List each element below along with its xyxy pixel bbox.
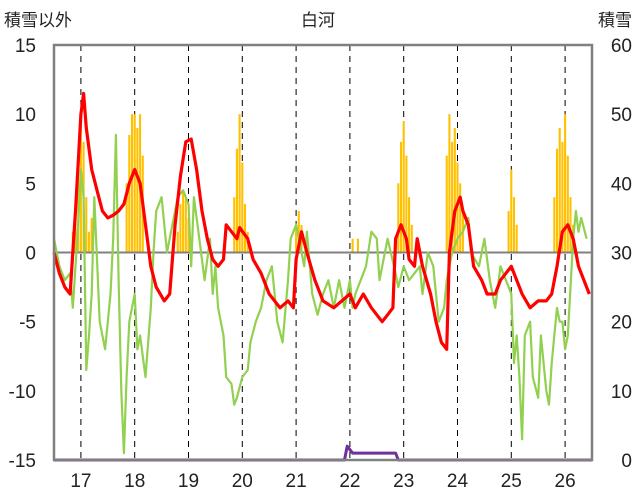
snow-bar — [87, 231, 91, 253]
snow-bar — [182, 190, 185, 253]
snow-bar — [507, 211, 510, 253]
snow-bar — [555, 148, 559, 253]
snow-bar — [85, 197, 88, 253]
snow-bar — [561, 141, 564, 253]
snow-bar — [566, 155, 569, 253]
x-tick-label: 19 — [178, 471, 199, 492]
snow-bar — [297, 211, 300, 253]
x-tick-label: 22 — [339, 471, 360, 492]
x-tick-label: 23 — [393, 471, 414, 492]
snow-bar — [351, 238, 354, 253]
x-tick-label: 20 — [232, 471, 253, 492]
chart-title: 白河 — [301, 11, 335, 31]
snow-bar — [235, 148, 238, 253]
snow-bar — [241, 162, 244, 253]
x-tick-label: 26 — [555, 471, 576, 492]
right-tick-label: 0 — [621, 451, 632, 472]
snow-bar — [125, 183, 128, 253]
snow-bar — [553, 197, 556, 253]
snow-bar — [405, 155, 408, 253]
snow-bar — [564, 114, 567, 253]
snow-bar — [187, 217, 190, 253]
snow-bar — [451, 141, 454, 253]
snow-bar — [459, 183, 462, 253]
left-tick-label: 5 — [25, 174, 36, 195]
snow-bar — [408, 197, 411, 253]
snow-bar — [238, 114, 241, 253]
snow-bar — [515, 224, 518, 253]
snow-bar — [243, 204, 247, 253]
right-axis-label: 積雪 — [598, 11, 632, 31]
left-tick-label: 0 — [25, 244, 36, 265]
snow-bar — [558, 128, 561, 253]
right-tick-label: 20 — [611, 313, 632, 334]
snow-bar — [90, 217, 93, 253]
left-axis-label: 積雪以外 — [4, 11, 72, 31]
snow-bar — [569, 197, 572, 253]
snow-bar — [133, 114, 136, 253]
left-tick-label: -15 — [9, 451, 36, 472]
snow-bar — [410, 224, 413, 253]
right-tick-label: 50 — [611, 105, 632, 126]
right-axis-ticks: 60 50 40 30 20 10 0 — [611, 36, 632, 472]
snow-bar — [295, 224, 298, 253]
left-tick-label: 10 — [15, 105, 36, 126]
snow-bar — [184, 197, 187, 253]
right-tick-label: 30 — [611, 244, 632, 265]
left-axis-ticks: 15 10 5 0 -5 -10 -15 — [9, 36, 36, 472]
snow-bar — [399, 141, 403, 253]
snow-bar — [356, 238, 360, 253]
snow-bar — [448, 114, 451, 253]
right-tick-label: 40 — [611, 174, 632, 195]
snow-bar — [128, 134, 131, 253]
left-tick-label: 15 — [15, 36, 36, 57]
x-tick-label: 18 — [124, 471, 145, 492]
x-tick-label: 24 — [447, 471, 469, 492]
right-tick-label: 60 — [611, 36, 632, 57]
snow-bar — [453, 128, 456, 253]
left-tick-label: -5 — [19, 313, 36, 334]
snow-bar — [397, 183, 400, 253]
red-series-line — [52, 91, 591, 351]
snow-bar — [136, 128, 139, 253]
snow-bar — [176, 231, 179, 253]
x-tick-label: 17 — [70, 471, 91, 492]
snow-bar — [512, 197, 516, 253]
plot-frame — [52, 43, 594, 462]
snow-bar — [233, 197, 236, 253]
snow-bar — [445, 155, 448, 253]
x-tick-label: 21 — [286, 471, 307, 492]
snow-bar — [402, 121, 405, 253]
snow-bar — [510, 169, 513, 253]
snow-bar — [130, 114, 134, 253]
x-tick-label: 25 — [501, 471, 522, 492]
x-axis-ticks: 17 18 19 20 21 22 23 24 25 26 — [70, 471, 575, 492]
snow-bar — [179, 204, 182, 253]
right-tick-label: 10 — [611, 382, 632, 403]
left-tick-label: -10 — [9, 382, 36, 403]
